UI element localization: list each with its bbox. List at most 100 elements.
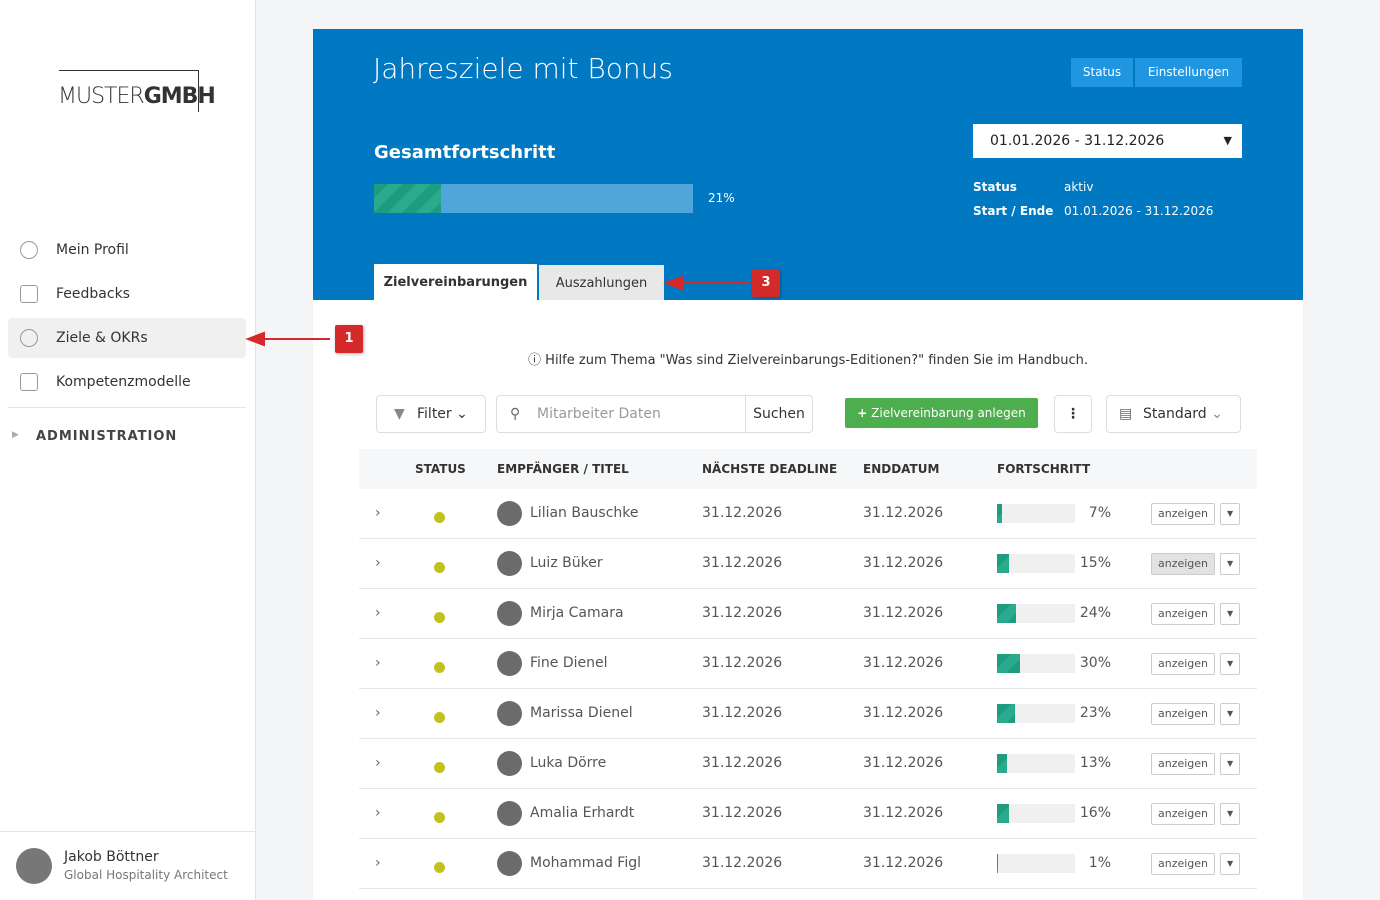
progress-label: 13% [1079, 755, 1111, 771]
row-menu[interactable]: ▼ [1220, 553, 1241, 575]
progress-fill [997, 754, 1008, 773]
recipient-name[interactable]: Mirja Camara [530, 605, 624, 621]
end-date: 31.12.2026 [863, 605, 944, 621]
expand-toggle[interactable]: › [375, 855, 381, 871]
table-header [359, 449, 1257, 489]
progress-label: 24% [1079, 605, 1111, 621]
column-header: STATUS [415, 462, 466, 476]
recipient-name[interactable]: Amalia Erhardt [530, 805, 635, 821]
progress-fill [997, 654, 1021, 673]
recipient-name[interactable]: Mohammad Figl [530, 855, 641, 871]
view-icon: ▤ [1119, 406, 1133, 422]
expand-toggle[interactable]: › [375, 605, 381, 621]
row-menu[interactable]: ▼ [1220, 503, 1241, 525]
end-date: 31.12.2026 [863, 505, 944, 521]
status-button[interactable]: Status [1071, 58, 1133, 87]
annotation: 1 [335, 325, 363, 353]
search-input[interactable]: ⚲ Mitarbeiter Daten [496, 395, 746, 433]
progress-label: 16% [1079, 805, 1111, 821]
show-button[interactable]: anzeigen [1151, 503, 1216, 525]
show-button[interactable]: anzeigen [1151, 553, 1216, 575]
recipient-name[interactable]: Fine Dienel [530, 655, 608, 671]
end-date: 31.12.2026 [863, 855, 944, 871]
filter-button[interactable]: ▼ Filter ⌄ [376, 395, 486, 433]
admin-section[interactable]: ADMINISTRATION [36, 429, 178, 444]
show-button[interactable]: anzeigen [1151, 603, 1216, 625]
nav-icon [20, 329, 38, 347]
meta-key: Start / Ende [973, 204, 1054, 218]
table-row: › Mirja Camara 31.12.2026 31.12.2026 24% anze… [359, 589, 1257, 639]
create-button[interactable]: + Zielvereinbarung anlegen [845, 398, 1038, 428]
caret: ▶ [12, 430, 19, 440]
expand-toggle[interactable]: › [375, 505, 381, 521]
separator [8, 407, 246, 408]
avatar [497, 651, 522, 676]
show-button[interactable]: anzeigen [1151, 753, 1216, 775]
expand-toggle[interactable]: › [375, 755, 381, 771]
logo-left: MUSTER [58, 84, 145, 109]
nav-item[interactable]: Kompetenzmodelle [8, 362, 246, 402]
tab[interactable]: Auszahlungen [539, 265, 664, 300]
search-button[interactable]: Suchen [745, 395, 813, 433]
nav-icon [20, 241, 38, 259]
help-link[interactable]: Hilfe zum Thema "Was sind Zielvereinbaru… [545, 353, 1088, 368]
table-row: › Fine Dienel 31.12.2026 31.12.2026 30% anzei… [359, 639, 1257, 689]
expand-toggle[interactable]: › [375, 555, 381, 571]
avatar [497, 601, 522, 626]
row-menu[interactable]: ▼ [1220, 703, 1241, 725]
tab-active[interactable]: Zielvereinbarungen [374, 264, 537, 300]
recipient-name[interactable]: Luka Dörre [530, 755, 607, 771]
row-menu[interactable]: ▼ [1220, 803, 1241, 825]
logo-right: GMBH [143, 84, 216, 109]
filter-label: Filter [417, 406, 452, 422]
annotation: 3 [752, 269, 780, 297]
row-menu[interactable]: ▼ [1220, 603, 1241, 625]
deadline: 31.12.2026 [702, 755, 783, 771]
progress-fill [997, 854, 998, 873]
more-button[interactable]: ⋮ [1054, 395, 1092, 433]
row-menu[interactable]: ▼ [1220, 653, 1241, 675]
view-select[interactable]: ▤ Standard ⌄ [1106, 395, 1241, 433]
settings-button[interactable]: Einstellungen [1135, 58, 1242, 87]
logo-frame [59, 70, 199, 112]
nav-label: Feedbacks [56, 286, 130, 302]
nav-item[interactable]: Feedbacks [8, 274, 246, 314]
column-header: EMPFÄNGER / TITEL [497, 462, 629, 476]
logo: MUSTERGMBH [58, 84, 216, 109]
progress-track [997, 854, 1075, 873]
help-text[interactable]: ⓘ Hilfe zum Thema "Was sind Zielvereinba… [528, 353, 1088, 368]
recipient-name[interactable]: Marissa Dienel [530, 705, 633, 721]
progress-label: 7% [1088, 505, 1111, 521]
row-menu[interactable]: ▼ [1220, 753, 1241, 775]
progress-fill [997, 554, 1009, 573]
user-name[interactable]: Jakob Böttner [64, 849, 159, 865]
show-button[interactable]: anzeigen [1151, 653, 1216, 675]
view-label: Standard [1143, 406, 1207, 422]
expand-toggle[interactable]: › [375, 705, 381, 721]
table-row: › Marissa Dienel 31.12.2026 31.12.2026 23% an… [359, 689, 1257, 739]
progress-title: Gesamtfortschritt [374, 142, 556, 163]
row-menu[interactable]: ▼ [1220, 853, 1241, 875]
nav-label: Kompetenzmodelle [56, 374, 191, 390]
column-header[interactable]: ENDDATUM [863, 462, 940, 476]
show-button[interactable]: anzeigen [1151, 803, 1216, 825]
expand-toggle[interactable]: › [375, 805, 381, 821]
deadline: 31.12.2026 [702, 805, 783, 821]
show-button[interactable]: anzeigen [1151, 853, 1216, 875]
expand-toggle[interactable]: › [375, 655, 381, 671]
table-row: › Luka Dörre 31.12.2026 31.12.2026 13% anzeig… [359, 739, 1257, 789]
status-dot [434, 762, 445, 773]
show-button[interactable]: anzeigen [1151, 703, 1216, 725]
recipient-name[interactable]: Lilian Bauschke [530, 505, 639, 521]
progress-label: 30% [1079, 655, 1111, 671]
recipient-name[interactable]: Luiz Büker [530, 555, 603, 571]
nav-item[interactable]: Ziele & OKRs [8, 318, 246, 358]
column-header[interactable]: FORTSCHRITT [997, 462, 1091, 476]
nav-item[interactable]: Mein Profil [8, 230, 246, 270]
progress-track [997, 504, 1075, 523]
period-select[interactable]: 01.01.2026 - 31.12.2026 ▼ [973, 124, 1242, 158]
status-dot [434, 612, 445, 623]
user-avatar[interactable] [16, 848, 52, 884]
create-label: Zielvereinbarung anlegen [871, 406, 1026, 420]
